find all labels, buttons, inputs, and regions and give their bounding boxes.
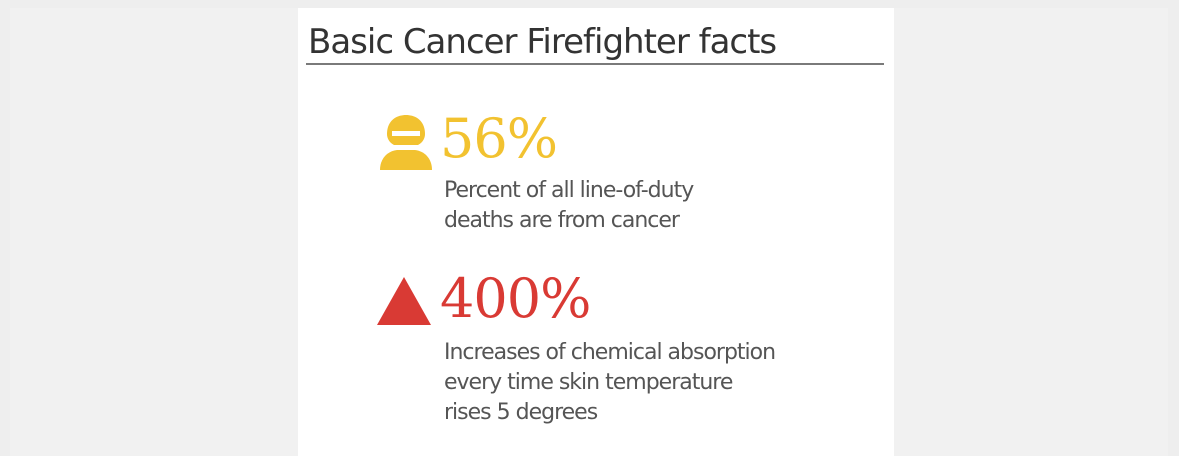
fact-description-line: Percent of all line-of-duty xyxy=(444,178,694,203)
fact-description-line: rises 5 degrees xyxy=(444,400,598,425)
fact-description: Increases of chemical absorption every t… xyxy=(444,338,776,428)
fact-value: 56% xyxy=(440,107,558,170)
infographic-card: Basic Cancer Firefighter facts 56% Perce… xyxy=(298,8,894,456)
fact-description: Percent of all line-of-duty deaths are f… xyxy=(444,176,694,236)
fact-description-line: every time skin temperature xyxy=(444,370,733,395)
fact-value: 400% xyxy=(440,267,591,330)
warning-triangle-icon xyxy=(377,277,431,325)
firefighter-person-icon xyxy=(380,115,432,170)
fact-description-line: deaths are from cancer xyxy=(444,208,680,233)
infographic-title: Basic Cancer Firefighter facts xyxy=(308,22,777,62)
fact-description-line: Increases of chemical absorption xyxy=(444,340,776,365)
title-underline xyxy=(306,63,884,65)
